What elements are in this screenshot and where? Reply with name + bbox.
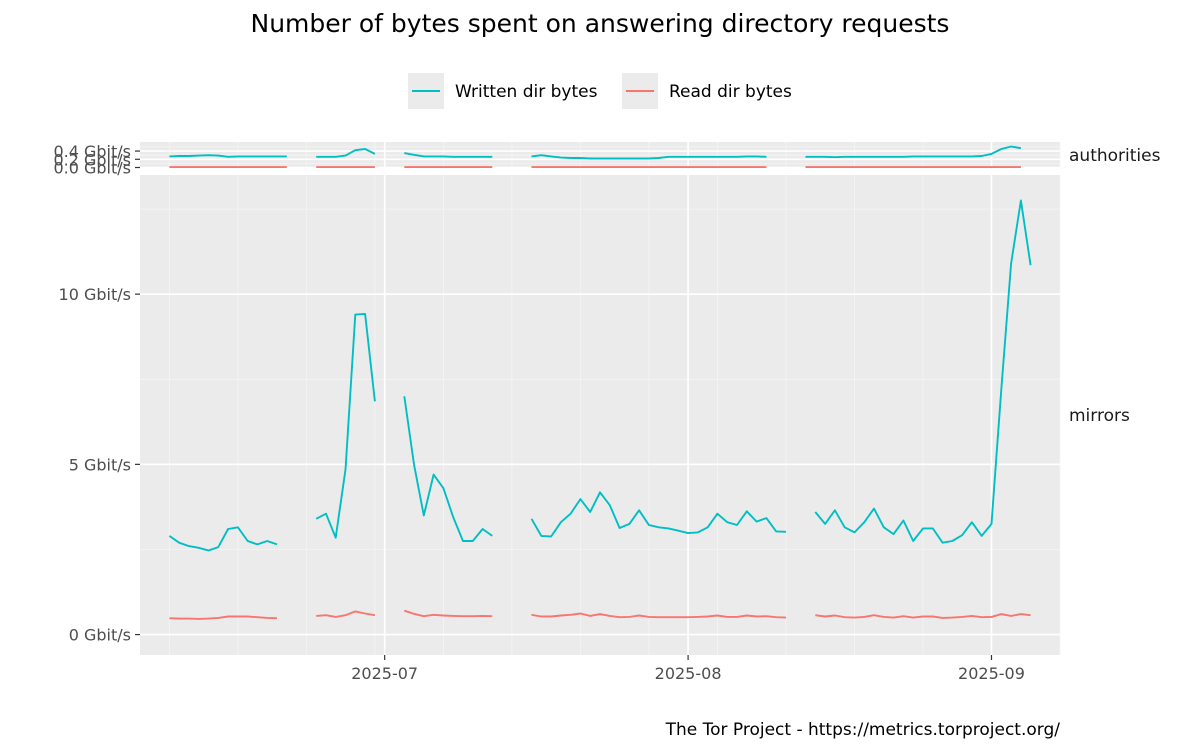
series-line-written-dir-bytes [805,145,1022,159]
x-tick-label: 2025-09 [958,664,1025,683]
legend: Written dir bytes Read dir bytes [408,73,792,109]
legend-label-read: Read dir bytes [669,82,792,102]
series-line-written-dir-bytes [168,526,278,552]
y-tick-label: 0.4 Gbit/s [53,142,131,161]
series-line-written-dir-bytes [169,154,287,158]
series-line-read-dir-bytes [404,609,493,618]
panel-background [140,175,1060,655]
panel-authorities: 0.0 Gbit/s0.2 Gbit/s0.4 Gbit/s authoritie… [53,142,1161,178]
legend-label-written: Written dir bytes [455,82,598,102]
series-line-read-dir-bytes [815,613,1031,619]
series-line-read-dir-bytes [531,612,787,619]
series-line-written-dir-bytes [403,396,493,542]
panel-mirrors: 0 Gbit/s 5 Gbit/s 10 Gbit/s mirrors [59,175,1130,655]
series-line-read-dir-bytes [169,615,278,620]
series-line-written-dir-bytes [404,152,493,158]
y-tick-label: 0.2 Gbit/s [53,150,131,169]
facet-label-authorities: authorities [1069,146,1161,166]
y-tick-label: 0 Gbit/s [69,626,131,645]
chart-title: Number of bytes spent on answering direc… [251,9,950,38]
x-tick-label: 2025-08 [655,664,722,683]
y-tick-label: 10 Gbit/s [59,285,131,304]
series-line-written-dir-bytes [316,148,376,158]
series-line-read-dir-bytes [316,610,376,618]
series-line-written-dir-bytes [531,154,767,160]
series-line-written-dir-bytes [315,312,376,539]
series-line-written-dir-bytes [814,199,1032,544]
facet-label-mirrors: mirrors [1069,406,1130,426]
series-line-written-dir-bytes [530,491,787,538]
y-tick-label: 5 Gbit/s [69,455,131,474]
chart-caption: The Tor Project - https://metrics.torpro… [665,720,1061,740]
x-tick-label: 2025-07 [351,664,418,683]
y-tick-label: 0.0 Gbit/s [53,159,131,178]
plot-panels: 0.0 Gbit/s0.2 Gbit/s0.4 Gbit/s authoritie… [53,142,1161,683]
